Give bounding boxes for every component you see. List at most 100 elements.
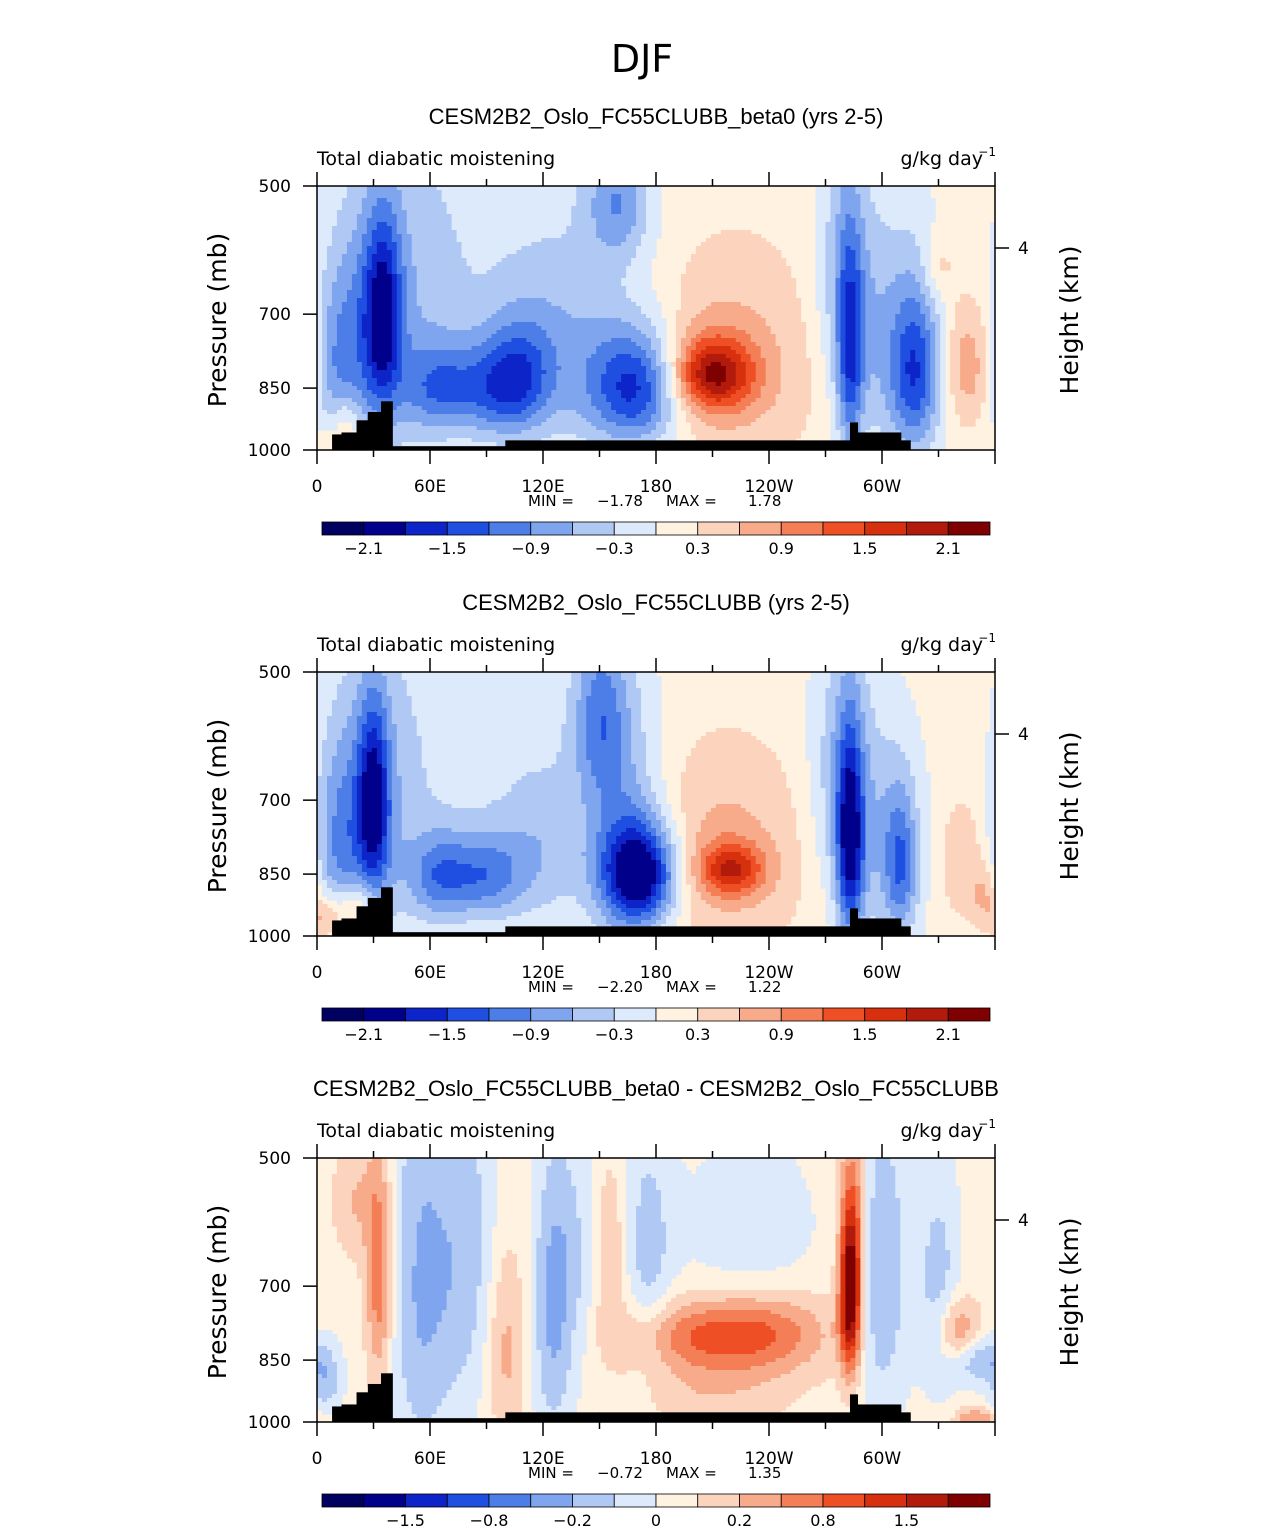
contour-cell [890, 294, 896, 299]
contour-cell [960, 306, 966, 311]
contour-cell [905, 270, 911, 275]
contour-cell [860, 326, 866, 331]
contour-cell [501, 262, 508, 267]
contour-cell [606, 266, 612, 271]
contour-cell [341, 334, 348, 339]
contour-cell [336, 190, 343, 195]
contour-cell [611, 294, 617, 299]
contour-cell [446, 214, 453, 219]
contour-cell [591, 258, 597, 263]
contour-cell [705, 342, 712, 347]
contour-cell [616, 246, 622, 251]
contour-cell [755, 250, 762, 255]
contour-cell [586, 350, 592, 355]
contour-cell [481, 230, 488, 235]
contour-cell [740, 350, 747, 355]
contour-cell [591, 350, 597, 355]
contour-cell [491, 354, 498, 359]
contour-cell [456, 234, 463, 239]
contour-cell [795, 358, 802, 363]
contour-cell [925, 222, 931, 227]
contour-cell [835, 338, 842, 343]
contour-cell [366, 226, 373, 231]
contour-cell [870, 206, 876, 211]
contour-cell [910, 326, 916, 331]
contour-cell [820, 246, 827, 251]
contour-cell [396, 258, 403, 263]
contour-cell [416, 346, 423, 351]
contour-cell [461, 206, 468, 211]
contour-cell [910, 322, 916, 327]
contour-cell [501, 250, 508, 255]
contour-cell [536, 282, 542, 287]
contour-cell [471, 198, 478, 203]
contour-cell [825, 234, 832, 239]
contour-cell [556, 242, 562, 247]
contour-cell [531, 242, 537, 247]
contour-cell [710, 314, 717, 319]
contour-cell [970, 342, 976, 347]
contour-cell [870, 346, 876, 351]
contour-cell [875, 262, 881, 267]
contour-cell [481, 194, 488, 199]
contour-cell [536, 238, 542, 243]
contour-cell [606, 238, 612, 243]
contour-cell [636, 262, 642, 267]
contour-cell [865, 350, 871, 355]
contour-cell [596, 314, 602, 319]
contour-cell [401, 194, 408, 199]
contour-cell [466, 210, 473, 215]
contour-cell [850, 270, 857, 275]
contour-cell [616, 226, 622, 231]
contour-cell [341, 354, 348, 359]
contour-cell [406, 230, 413, 235]
contour-cell [371, 338, 378, 343]
contour-cell [371, 314, 378, 319]
contour-cell [720, 270, 727, 275]
contour-cell [331, 358, 338, 363]
contour-cell [576, 286, 582, 291]
contour-cell [840, 314, 847, 319]
contour-cell [476, 202, 483, 207]
contour-cell [900, 282, 906, 287]
contour-cell [406, 294, 413, 299]
units-label: g/kg day [900, 148, 983, 170]
contour-cell [705, 354, 712, 359]
contour-cell [621, 294, 627, 299]
contour-cell [501, 238, 508, 243]
contour-cell [317, 242, 323, 247]
contour-cell [925, 246, 931, 251]
contour-cell [386, 326, 393, 331]
contour-cell [830, 254, 837, 259]
contour-cell [506, 258, 513, 263]
contour-cell [850, 258, 857, 263]
contour-cell [501, 194, 508, 199]
contour-cell [546, 250, 552, 255]
contour-cell [915, 226, 921, 231]
contour-cell [685, 322, 692, 327]
contour-cell [870, 210, 876, 215]
contour-cell [865, 306, 871, 311]
contour-cell [401, 294, 408, 299]
contour-cell [596, 286, 602, 291]
contour-cell [351, 338, 358, 343]
contour-cell [885, 334, 891, 339]
contour-cell [785, 274, 792, 279]
contour-cell [351, 218, 358, 223]
contour-cell [685, 274, 692, 279]
contour-cell [825, 262, 832, 267]
contour-cell [596, 322, 602, 327]
contour-cell [940, 262, 946, 267]
contour-cell [631, 354, 637, 359]
contour-cell [521, 302, 527, 307]
contour-cell [506, 250, 513, 255]
contour-cell [591, 218, 597, 223]
contour-cell [391, 202, 398, 207]
contour-cell [386, 270, 393, 275]
contour-cell [541, 234, 547, 239]
contour-cell [616, 270, 622, 275]
contour-cell [626, 290, 632, 295]
contour-cell [406, 262, 413, 267]
contour-cell [546, 330, 552, 335]
contour-cell [651, 210, 657, 215]
